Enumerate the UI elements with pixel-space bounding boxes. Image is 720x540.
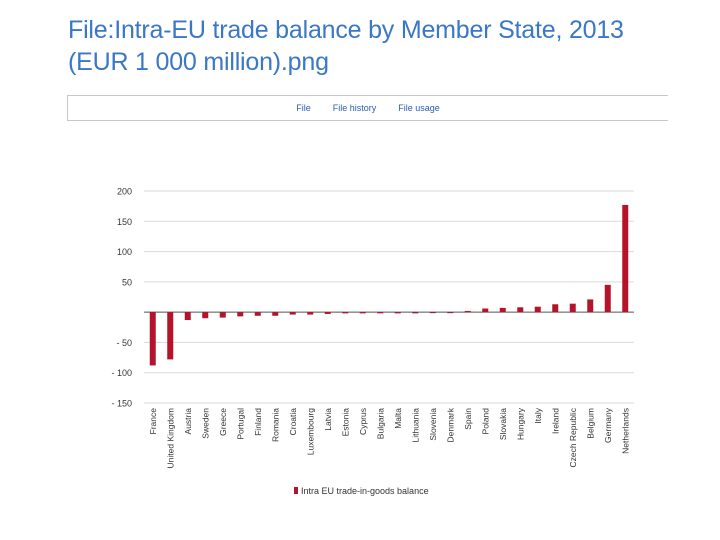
bar-estonia — [342, 312, 349, 314]
bar-lithuania — [412, 312, 419, 314]
bar-malta — [394, 312, 401, 314]
x-tick-label: Malta — [393, 408, 403, 429]
x-tick-label: Finland — [253, 408, 263, 436]
bar-romania — [272, 312, 279, 316]
x-tick-label: Lithuania — [410, 408, 420, 443]
y-tick-label: 200 — [117, 187, 132, 197]
x-tick-label: Greece — [218, 408, 228, 436]
bar-cyprus — [359, 312, 366, 314]
bar-hungary — [517, 307, 524, 313]
x-tick-label: Germany — [603, 407, 613, 443]
x-tick-label: Estonia — [340, 408, 350, 437]
bar-finland — [254, 312, 261, 316]
bar-latvia — [324, 312, 331, 314]
bar-denmark — [447, 312, 454, 314]
legend-swatch — [294, 487, 298, 494]
x-tick-label: Ireland — [550, 408, 560, 434]
x-tick-label: Latvia — [323, 408, 333, 431]
bar-france — [149, 312, 156, 366]
bar-greece — [219, 312, 226, 318]
x-tick-label: Czech Republic — [568, 407, 578, 467]
y-tick-label: 150 — [117, 217, 132, 227]
bar-poland — [482, 308, 489, 313]
page-title: File:Intra-EU trade balance by Member St… — [68, 16, 624, 76]
bar-czech-republic — [569, 303, 576, 313]
x-tick-label: Austria — [183, 408, 193, 435]
bar-slovakia — [499, 307, 506, 313]
bar-luxembourg — [307, 312, 314, 315]
y-tick-label: 100 — [117, 247, 132, 257]
bar-sweden — [202, 312, 209, 319]
bar-belgium — [587, 299, 594, 313]
bar-slovenia — [429, 312, 436, 314]
x-tick-label: Cyprus — [358, 408, 368, 435]
x-tick-label: Denmark — [445, 407, 455, 442]
bar-austria — [184, 312, 191, 321]
x-tick-label: Romania — [270, 408, 280, 442]
bar-italy — [534, 306, 541, 313]
y-tick-label: - 50 — [116, 338, 132, 348]
x-tick-label: Croatia — [288, 408, 298, 436]
tab-file-history[interactable]: File history — [332, 103, 377, 113]
x-tick-label: United Kingdom — [165, 408, 175, 468]
y-tick-label: - 100 — [111, 368, 132, 378]
x-tick-label: Belgium — [585, 408, 595, 439]
bar-croatia — [289, 312, 296, 315]
trade-balance-chart: 200 150 100 50 - 50 - 100 - 150 France United Ki… — [111, 187, 634, 496]
file-tabs: File File history File usage — [67, 95, 668, 121]
x-tick-label: Slovenia — [428, 408, 438, 441]
chart-container: 200 150 100 50 - 50 - 100 - 150 France United Ki… — [0, 175, 720, 505]
y-tick-label: 50 — [122, 277, 132, 287]
tab-file[interactable]: File — [296, 103, 311, 113]
bar-portugal — [237, 312, 244, 317]
x-tick-label: Portugal — [235, 408, 245, 440]
x-tick-label: Luxembourg — [305, 408, 315, 456]
x-tick-label: Bulgaria — [375, 408, 385, 439]
x-tick-label: Poland — [480, 408, 490, 435]
bar-netherlands — [622, 204, 629, 313]
x-tick-label: France — [148, 408, 158, 435]
x-tick-label: Netherlands — [620, 408, 630, 454]
bar-ireland — [552, 304, 559, 313]
bar-bulgaria — [377, 312, 384, 314]
x-tick-label: Hungary — [515, 407, 525, 440]
bar-germany — [604, 284, 611, 313]
x-tick-label: Sweden — [200, 408, 210, 439]
tab-file-usage[interactable]: File usage — [398, 103, 440, 113]
bar-spain — [464, 310, 471, 313]
y-tick-label: - 150 — [111, 399, 132, 409]
x-tick-label: Slovakia — [498, 408, 508, 440]
x-tick-label: Italy — [533, 407, 543, 423]
legend-label: Intra EU trade-in-goods balance — [301, 486, 429, 496]
x-tick-label: Spain — [463, 408, 473, 430]
bar-united-kingdom — [167, 312, 174, 360]
